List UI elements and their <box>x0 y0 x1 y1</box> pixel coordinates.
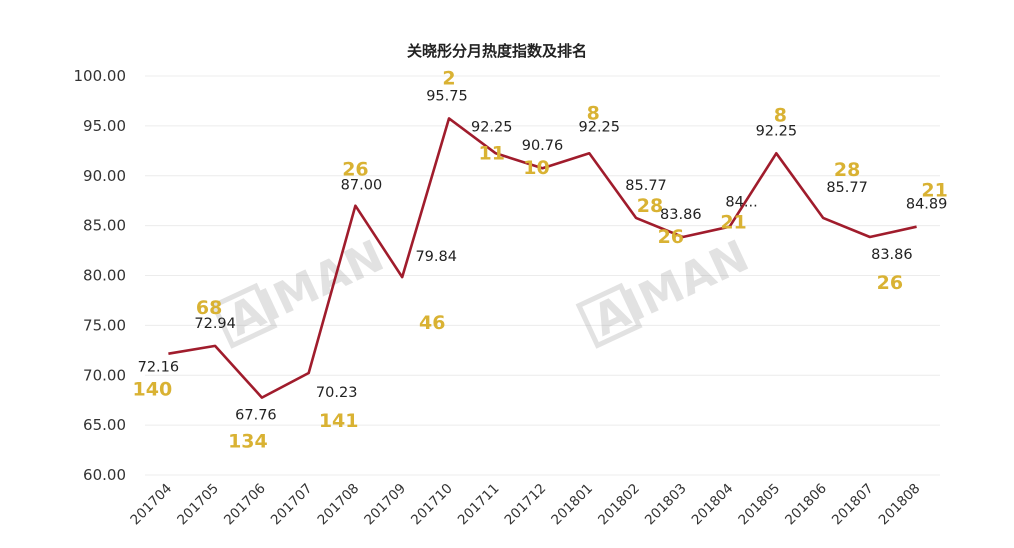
x-tick-label: 201707 <box>268 481 316 529</box>
value-label: 67.76 <box>235 408 277 424</box>
rank-label: 21 <box>921 180 947 202</box>
value-label: 85.77 <box>826 180 868 196</box>
x-tick-label: 201801 <box>548 481 596 529</box>
value-label: 87.00 <box>341 178 383 194</box>
y-tick-label: 100.00 <box>74 67 127 85</box>
rank-label: 26 <box>877 272 903 294</box>
x-tick-label: 201808 <box>876 481 924 529</box>
value-label: 83.86 <box>660 207 702 223</box>
x-tick-label: 201805 <box>735 481 783 529</box>
watermark: AIMAN AIMAN <box>210 231 757 349</box>
y-axis: 100.00 95.00 90.00 85.00 80.00 75.00 70.00 65.0… <box>74 67 127 484</box>
value-label: 92.25 <box>756 123 798 139</box>
x-tick-label: 201705 <box>174 481 222 529</box>
rank-label: 26 <box>342 159 368 181</box>
value-label: 92.25 <box>579 119 621 135</box>
rank-label: 68 <box>196 297 222 319</box>
x-tick-label: 201704 <box>127 481 175 529</box>
watermark-logo: AIMAN <box>220 231 391 347</box>
value-label: 72.94 <box>194 316 236 332</box>
value-label: 83.86 <box>871 247 913 263</box>
chart-title: 关晓彤分月热度指数及排名 <box>407 42 587 60</box>
rank-label: 28 <box>637 195 663 217</box>
x-tick-label: 201807 <box>829 481 877 529</box>
value-label: 84.89 <box>906 197 948 213</box>
watermark-logo-box <box>575 282 643 349</box>
rank-label: 10 <box>523 157 549 179</box>
x-tick-label: 201806 <box>782 481 830 529</box>
value-label: 84... <box>725 195 757 211</box>
value-label: 72.16 <box>138 360 180 376</box>
y-tick-label: 65.00 <box>83 416 126 434</box>
rank-label: 11 <box>479 142 505 164</box>
rank-label: 26 <box>658 226 684 248</box>
rank-label: 8 <box>587 102 600 124</box>
x-tick-label: 201708 <box>315 481 363 529</box>
rank-label: 141 <box>319 410 359 432</box>
y-tick-label: 85.00 <box>83 217 126 235</box>
x-tick-label: 201709 <box>361 481 409 529</box>
y-tick-label: 75.00 <box>83 316 126 334</box>
y-tick-label: 95.00 <box>83 117 126 135</box>
value-label: 92.25 <box>471 119 513 135</box>
rank-label: 21 <box>720 212 746 234</box>
gridlines <box>145 75 940 476</box>
rank-label: 46 <box>419 312 445 334</box>
rank-label: 140 <box>133 379 173 401</box>
rank-label: 134 <box>228 431 268 453</box>
x-tick-label: 201803 <box>642 481 690 529</box>
x-axis: 201704 201705 201706 201707 201708 201709 2017… <box>127 481 923 529</box>
x-tick-label: 201804 <box>689 481 737 529</box>
y-tick-label: 60.00 <box>83 466 126 484</box>
data-labels: 72.1614072.946867.7613470.2314187.002679… <box>133 67 948 452</box>
y-tick-label: 90.00 <box>83 167 126 185</box>
value-label: 70.23 <box>316 385 358 401</box>
value-label: 90.76 <box>522 138 564 154</box>
rank-label: 8 <box>774 104 787 126</box>
x-tick-label: 201802 <box>595 481 643 529</box>
series-line <box>168 117 917 399</box>
watermark-logo-box <box>210 282 278 349</box>
rank-label: 2 <box>442 67 455 89</box>
x-tick-label: 201706 <box>221 481 269 529</box>
value-label: 95.75 <box>426 88 468 104</box>
value-label: 85.77 <box>625 178 667 194</box>
value-label: 79.84 <box>415 249 457 265</box>
x-tick-label: 201710 <box>408 481 456 529</box>
x-tick-label: 201712 <box>502 481 550 529</box>
y-tick-label: 80.00 <box>83 267 126 285</box>
x-tick-label: 201711 <box>455 481 503 529</box>
rank-label: 28 <box>834 159 860 181</box>
y-tick-label: 70.00 <box>83 366 126 384</box>
